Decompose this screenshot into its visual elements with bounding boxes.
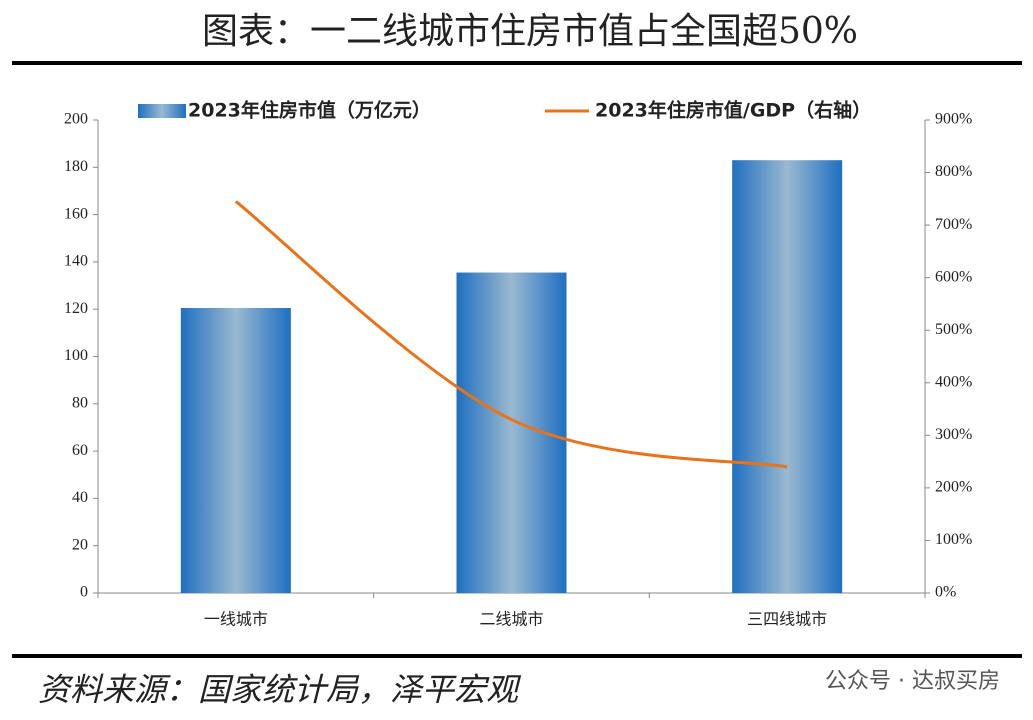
x-tick-label: 三四线城市 <box>747 610 827 629</box>
y-tick-label: 40 <box>72 489 88 506</box>
y2-tick-label: 500% <box>935 321 972 338</box>
y-tick-label: 80 <box>72 394 88 411</box>
y-tick-label: 200 <box>64 111 88 128</box>
y-tick-label: 160 <box>64 205 88 222</box>
y2-tick-label: 300% <box>935 426 972 443</box>
y2-tick-label: 200% <box>935 479 972 496</box>
x-tick-label: 一线城市 <box>204 610 268 629</box>
x-tick-label: 二线城市 <box>479 610 543 629</box>
y-tick-label: 20 <box>72 536 88 553</box>
y2-tick-label: 400% <box>935 373 972 390</box>
top-rule <box>12 61 1022 65</box>
y2-tick-label: 700% <box>935 216 972 233</box>
y-tick-label: 180 <box>64 158 88 175</box>
y2-tick-label: 600% <box>935 268 972 285</box>
bar <box>732 160 843 593</box>
bottom-rule <box>12 654 1022 658</box>
bar <box>456 272 567 593</box>
y-tick-label: 60 <box>72 442 88 459</box>
y2-tick-label: 0% <box>935 584 956 601</box>
watermark: 公众号 · 达叔买房 <box>825 669 1000 694</box>
legend-label: 2023年住房市值（万亿元） <box>188 99 431 122</box>
bar <box>180 308 291 593</box>
y2-tick-label: 100% <box>935 531 972 548</box>
line <box>234 200 788 469</box>
y2-tick-label: 900% <box>935 111 972 128</box>
y2-tick-label: 800% <box>935 163 972 180</box>
y-tick-label: 0 <box>80 584 88 601</box>
legend-swatch <box>138 104 186 118</box>
y-tick-label: 140 <box>64 253 88 270</box>
source: 资料来源：国家统计局，泽平宏观 <box>38 671 522 709</box>
chart-title: 图表：一二线城市住房市值占全国超50% <box>202 11 858 52</box>
y-tick-label: 120 <box>64 300 88 317</box>
y-tick-label: 100 <box>64 347 88 364</box>
legend-label: 2023年住房市值/GDP（右轴） <box>595 99 871 122</box>
